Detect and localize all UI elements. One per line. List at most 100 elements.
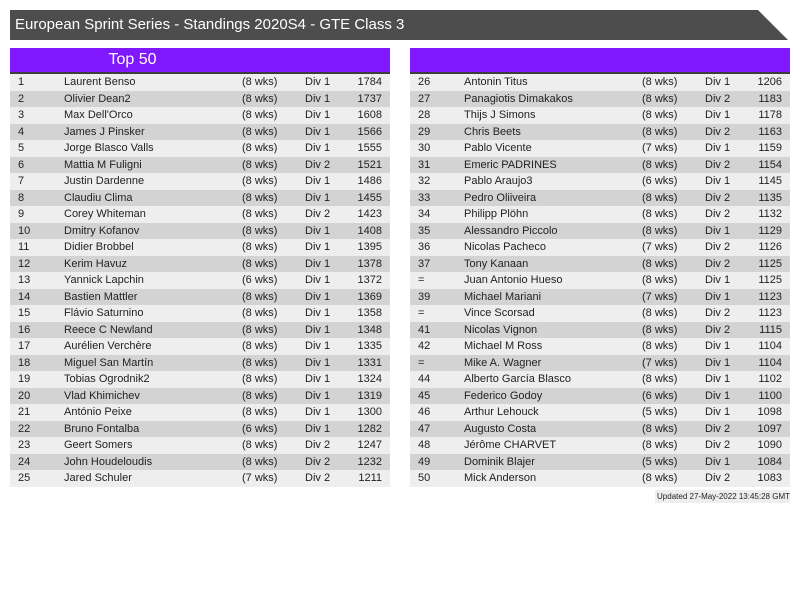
- driver-name-cell: Pablo Vicente: [464, 142, 532, 154]
- rank-cell: 16: [18, 323, 31, 336]
- table-row: 18 Miguel San Martín (8 wks) Div 1 1331: [10, 354, 390, 371]
- standings-table-right: 26 Antonin Titus (8 wks) Div 1 1206 27 Panagio…: [410, 74, 790, 487]
- driver-name-cell: Federico Godoy: [464, 389, 543, 402]
- weeks-cell: (8 wks): [242, 208, 278, 220]
- table-row: 13 Yannick Lapchin (6 wks) Div 1 1372: [10, 272, 390, 289]
- table-row: 24 John Houdeloudis (8 wks) Div 2 1232: [10, 453, 390, 470]
- table-row: = Mike A. Wagner (7 wks) Div 1 1104: [410, 354, 790, 371]
- driver-name-cell: Miguel San Martín: [64, 356, 154, 369]
- points-cell: 1104: [758, 356, 782, 369]
- rank-cell: 12: [18, 257, 31, 270]
- division-cell: Div 2: [305, 208, 331, 220]
- weeks-cell: (8 wks): [242, 389, 278, 402]
- points-cell: 1408: [357, 224, 382, 237]
- weeks-cell: (8 wks): [242, 125, 278, 138]
- weeks-cell: (8 wks): [242, 356, 278, 369]
- driver-name-cell: Mike A. Wagner: [464, 356, 542, 369]
- table-row: 2 Olivier Dean2 (8 wks) Div 1 1737: [10, 90, 390, 107]
- rank-cell: 49: [418, 455, 431, 468]
- driver-name-cell: John Houdeloudis: [64, 455, 153, 468]
- rank-cell: 3: [18, 109, 25, 121]
- rank-cell: 20: [18, 389, 31, 402]
- weeks-cell: (8 wks): [642, 224, 678, 237]
- driver-name-cell: Chris Beets: [464, 125, 521, 138]
- points-cell: 1331: [357, 356, 382, 369]
- driver-name-cell: Vlad Khimichev: [64, 389, 140, 402]
- weeks-cell: (8 wks): [242, 307, 278, 319]
- table-row: 48 Jérôme CHARVET (8 wks) Div 2 1090: [410, 437, 790, 454]
- points-cell: 1486: [357, 175, 382, 187]
- table-row: 10 Dmitry Kofanov (8 wks) Div 1 1408: [10, 222, 390, 239]
- table-row: 32 Pablo Araujo3 (6 wks) Div 1 1145: [410, 173, 790, 190]
- driver-name-cell: Vince Scorsad: [464, 307, 535, 319]
- weeks-cell: (8 wks): [642, 191, 678, 204]
- table-row: 20 Vlad Khimichev (8 wks) Div 1 1319: [10, 387, 390, 404]
- weeks-cell: (8 wks): [642, 472, 678, 484]
- rank-cell: 35: [418, 224, 431, 237]
- updated-timestamp: Updated 27-May-2022 13:45:28 GMT: [655, 490, 790, 503]
- rank-cell: 48: [418, 439, 431, 451]
- driver-name-cell: Dmitry Kofanov: [64, 224, 140, 237]
- standings-panel-left: Top 50 1 Laurent Benso (8 wks) Div 1 1784 2 Ol…: [10, 48, 390, 487]
- points-cell: 1372: [357, 274, 382, 286]
- points-cell: 1608: [357, 109, 382, 121]
- points-cell: 1125: [758, 257, 782, 270]
- points-cell: 1098: [757, 406, 782, 418]
- points-cell: 1206: [757, 76, 782, 88]
- driver-name-cell: Yannick Lapchin: [64, 274, 144, 286]
- points-cell: 1132: [758, 208, 782, 220]
- points-cell: 1090: [757, 439, 782, 451]
- weeks-cell: (8 wks): [642, 76, 678, 88]
- division-cell: Div 1: [705, 142, 731, 154]
- points-cell: 1178: [758, 109, 782, 121]
- table-row: 33 Pedro Oliiveira (8 wks) Div 2 1135: [410, 189, 790, 206]
- rank-cell: 24: [18, 455, 31, 468]
- division-cell: Div 2: [305, 439, 331, 451]
- division-cell: Div 1: [305, 373, 331, 385]
- weeks-cell: (8 wks): [642, 340, 678, 352]
- table-row: 36 Nicolas Pacheco (7 wks) Div 2 1126: [410, 239, 790, 256]
- points-cell: 1183: [758, 92, 782, 105]
- driver-name-cell: Pablo Araujo3: [464, 175, 533, 187]
- weeks-cell: (8 wks): [242, 257, 278, 270]
- points-cell: 1737: [357, 92, 382, 105]
- driver-name-cell: James J Pinsker: [64, 125, 145, 138]
- division-cell: Div 1: [305, 109, 331, 121]
- driver-name-cell: Laurent Benso: [64, 76, 136, 88]
- weeks-cell: (8 wks): [642, 373, 678, 385]
- driver-name-cell: António Peixe: [64, 406, 132, 418]
- points-cell: 1555: [357, 142, 382, 154]
- weeks-cell: (7 wks): [242, 472, 278, 484]
- weeks-cell: (8 wks): [642, 439, 678, 451]
- page-title: European Sprint Series - Standings 2020S…: [10, 10, 788, 40]
- points-cell: 1123: [758, 307, 782, 319]
- driver-name-cell: Flávio Saturnino: [64, 307, 144, 319]
- rank-cell: 5: [18, 142, 25, 154]
- weeks-cell: (8 wks): [642, 158, 678, 171]
- points-cell: 1358: [357, 307, 382, 319]
- table-row: 30 Pablo Vicente (7 wks) Div 1 1159: [410, 140, 790, 157]
- points-cell: 1104: [758, 340, 782, 352]
- table-row: 37 Tony Kanaan (8 wks) Div 2 1125: [410, 255, 790, 272]
- weeks-cell: (8 wks): [642, 92, 678, 105]
- driver-name-cell: Max Dell'Orco: [64, 109, 133, 121]
- panel-header-right: [410, 48, 790, 74]
- points-cell: 1211: [358, 472, 382, 484]
- driver-name-cell: Dominik Blajer: [464, 455, 535, 468]
- rank-cell: 39: [418, 290, 431, 303]
- table-row: 46 Arthur Lehouck (5 wks) Div 1 1098: [410, 404, 790, 421]
- division-cell: Div 2: [305, 472, 331, 484]
- driver-name-cell: Mick Anderson: [464, 472, 537, 484]
- division-cell: Div 1: [305, 274, 331, 286]
- weeks-cell: (8 wks): [642, 257, 678, 270]
- weeks-cell: (5 wks): [642, 406, 678, 418]
- driver-name-cell: Didier Brobbel: [64, 241, 134, 253]
- table-row: 22 Bruno Fontalba (6 wks) Div 1 1282: [10, 420, 390, 437]
- points-cell: 1335: [357, 340, 382, 352]
- driver-name-cell: Bastien Mattler: [64, 290, 138, 303]
- weeks-cell: (8 wks): [242, 455, 278, 468]
- rank-cell: 27: [418, 92, 431, 105]
- table-row: 12 Kerim Havuz (8 wks) Div 1 1378: [10, 255, 390, 272]
- weeks-cell: (8 wks): [242, 224, 278, 237]
- weeks-cell: (8 wks): [642, 208, 678, 220]
